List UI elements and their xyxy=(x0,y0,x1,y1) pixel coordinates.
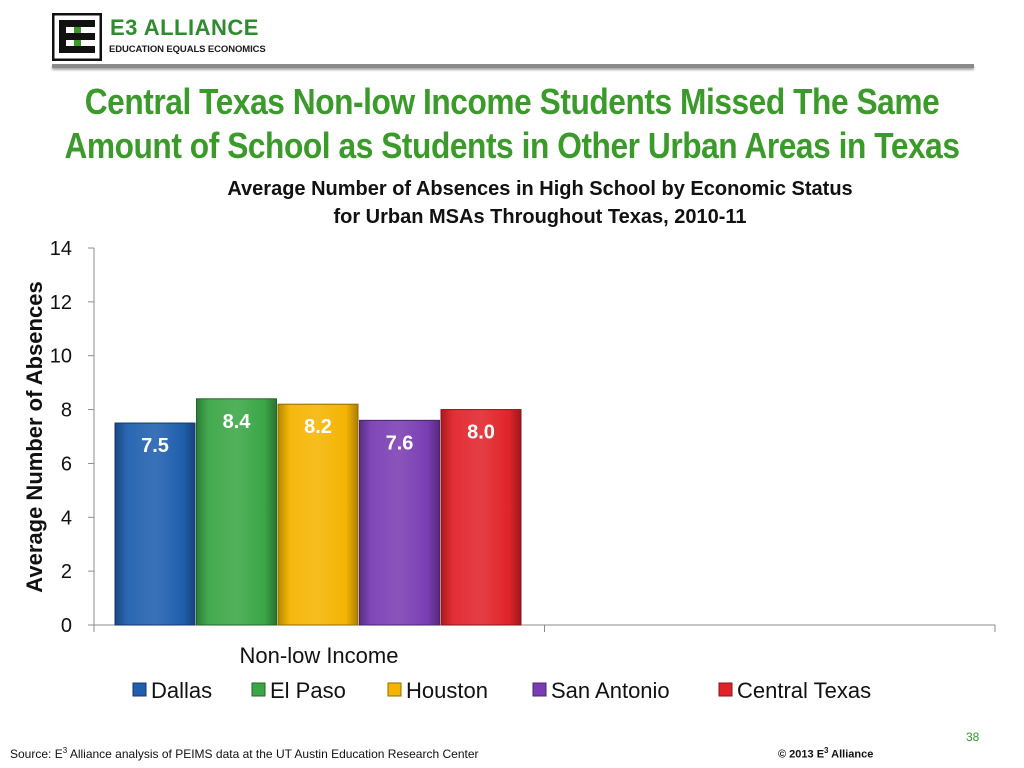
y-tick-label: 14 xyxy=(50,238,72,260)
source-note: Source: E3 Alliance analysis of PEIMS da… xyxy=(10,746,479,761)
slide-headline: Central Texas Non-low Income Students Mi… xyxy=(61,80,962,168)
y-tick-label: 8 xyxy=(61,400,72,422)
data-label: 7.5 xyxy=(141,435,169,457)
y-tick-label: 10 xyxy=(50,346,72,368)
bar-san-antonio xyxy=(359,419,440,626)
page-number: 38 xyxy=(966,730,980,744)
copyright-rest: Alliance xyxy=(828,748,874,761)
data-label: 8.0 xyxy=(467,422,495,444)
headline-line-2: Amount of School as Students in Other Ur… xyxy=(64,125,960,166)
data-label: 8.4 xyxy=(223,411,252,433)
data-label: 7.6 xyxy=(386,432,414,454)
legend-swatch xyxy=(718,682,733,697)
legend-label: Central Texas xyxy=(737,678,871,703)
copyright-prefix: © 2013 E xyxy=(778,748,825,761)
bar-el-paso xyxy=(196,398,277,626)
legend-swatch xyxy=(387,682,402,697)
e3-logo-icon xyxy=(52,13,102,61)
header-divider xyxy=(52,64,974,68)
legend-label: El Paso xyxy=(270,678,346,703)
legend-label: San Antonio xyxy=(551,678,670,703)
y-tick-label: 4 xyxy=(61,507,72,529)
logo-tagline: EDUCATION EQUALS ECONOMICS xyxy=(109,44,266,55)
source-sup: 3 xyxy=(62,746,68,755)
legend-label: Houston xyxy=(406,678,488,703)
legend-swatch xyxy=(251,682,266,697)
chart-title: Average Number of Absences in High Schoo… xyxy=(80,175,1000,231)
e3-alliance-logo: E3 ALLIANCE EDUCATION EQUALS ECONOMICS xyxy=(52,13,266,61)
source-rest: Alliance analysis of PEIMS data at the U… xyxy=(67,747,479,761)
data-label: 8.2 xyxy=(304,416,332,438)
legend-swatch xyxy=(132,682,147,697)
x-category-label: Non-low Income xyxy=(240,643,399,668)
legend-swatch xyxy=(532,682,547,697)
headline-line-1: Central Texas Non-low Income Students Mi… xyxy=(84,81,940,122)
y-tick-label: 6 xyxy=(61,453,72,475)
y-tick-label: 0 xyxy=(61,615,72,637)
chart-title-line-1: Average Number of Absences in High Schoo… xyxy=(227,178,853,200)
y-axis-label: Average Number of Absences xyxy=(22,281,47,592)
bar-dallas xyxy=(114,422,196,626)
source-prefix: Source: E xyxy=(10,747,63,761)
bar-central-texas xyxy=(440,409,522,626)
legend-label: Dallas xyxy=(151,678,212,703)
copyright-sup: 3 xyxy=(824,746,829,755)
logo-wordmark: E3 ALLIANCE xyxy=(110,15,259,40)
chart-title-line-2: for Urban MSAs Throughout Texas, 2010-11 xyxy=(333,206,747,228)
copyright-note: © 2013 E3 Alliance xyxy=(778,746,873,761)
y-tick-label: 12 xyxy=(50,292,72,314)
y-tick-label: 2 xyxy=(61,561,72,583)
bar-houston xyxy=(277,403,359,626)
